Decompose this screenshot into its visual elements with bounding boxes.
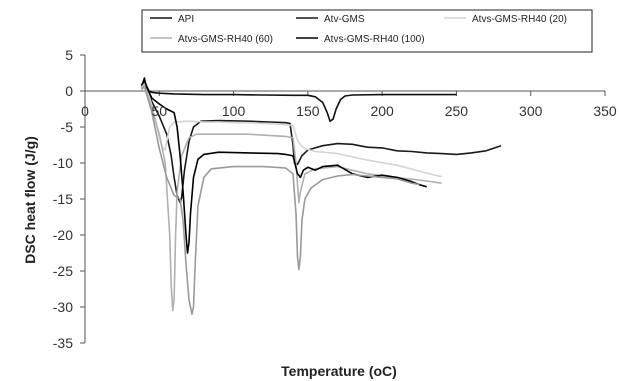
legend-box <box>141 9 593 53</box>
y-tick-label: -25 <box>53 263 73 279</box>
x-tick-label: 200 <box>370 103 394 119</box>
legend-label: Atvs-GMS-RH40 (20) <box>472 14 567 25</box>
x-tick-label: 250 <box>445 103 469 119</box>
plot-axes <box>80 54 606 344</box>
y-tick-label: 5 <box>65 47 73 63</box>
x-tick-label: 150 <box>296 103 320 119</box>
x-tick-label: 300 <box>519 103 543 119</box>
legend-label: API <box>178 14 194 25</box>
y-axis-title: DSC heat flow (J/g) <box>22 136 38 264</box>
x-tick-label: 0 <box>81 103 89 119</box>
tick-labels: 50-5-10-15-20-25-30-350 50 100 150 200 250 300… <box>53 47 617 351</box>
x-axis-title: Temperature (oC) <box>281 363 397 379</box>
x-tick-label: 50 <box>151 103 167 119</box>
y-tick-label: -15 <box>53 191 73 207</box>
y-tick-label: 0 <box>65 83 73 99</box>
x-tick-label: 350 <box>593 103 617 119</box>
legend-label: Atv-GMS <box>324 14 365 25</box>
y-tick-label: -5 <box>61 119 74 135</box>
legend: API Atv-GMS Atvs-GMS-RH40 (20) Atvs-GMS-RH4… <box>141 9 593 53</box>
series-line-6 <box>140 85 420 316</box>
y-tick-label: -35 <box>53 335 73 351</box>
y-tick-label: -20 <box>53 227 73 243</box>
y-tick-label: -30 <box>53 299 73 315</box>
legend-label: Atvs-GMS-RH40 (100) <box>324 34 425 45</box>
legend-label: Atvs-GMS-RH40 (60) <box>178 34 273 45</box>
x-tick-label: 100 <box>222 103 246 119</box>
series-line-1 <box>140 77 457 122</box>
series-layer <box>140 77 502 316</box>
y-tick-label: -10 <box>53 155 73 171</box>
series-line-4 <box>140 84 442 312</box>
series-line-2 <box>140 80 502 204</box>
